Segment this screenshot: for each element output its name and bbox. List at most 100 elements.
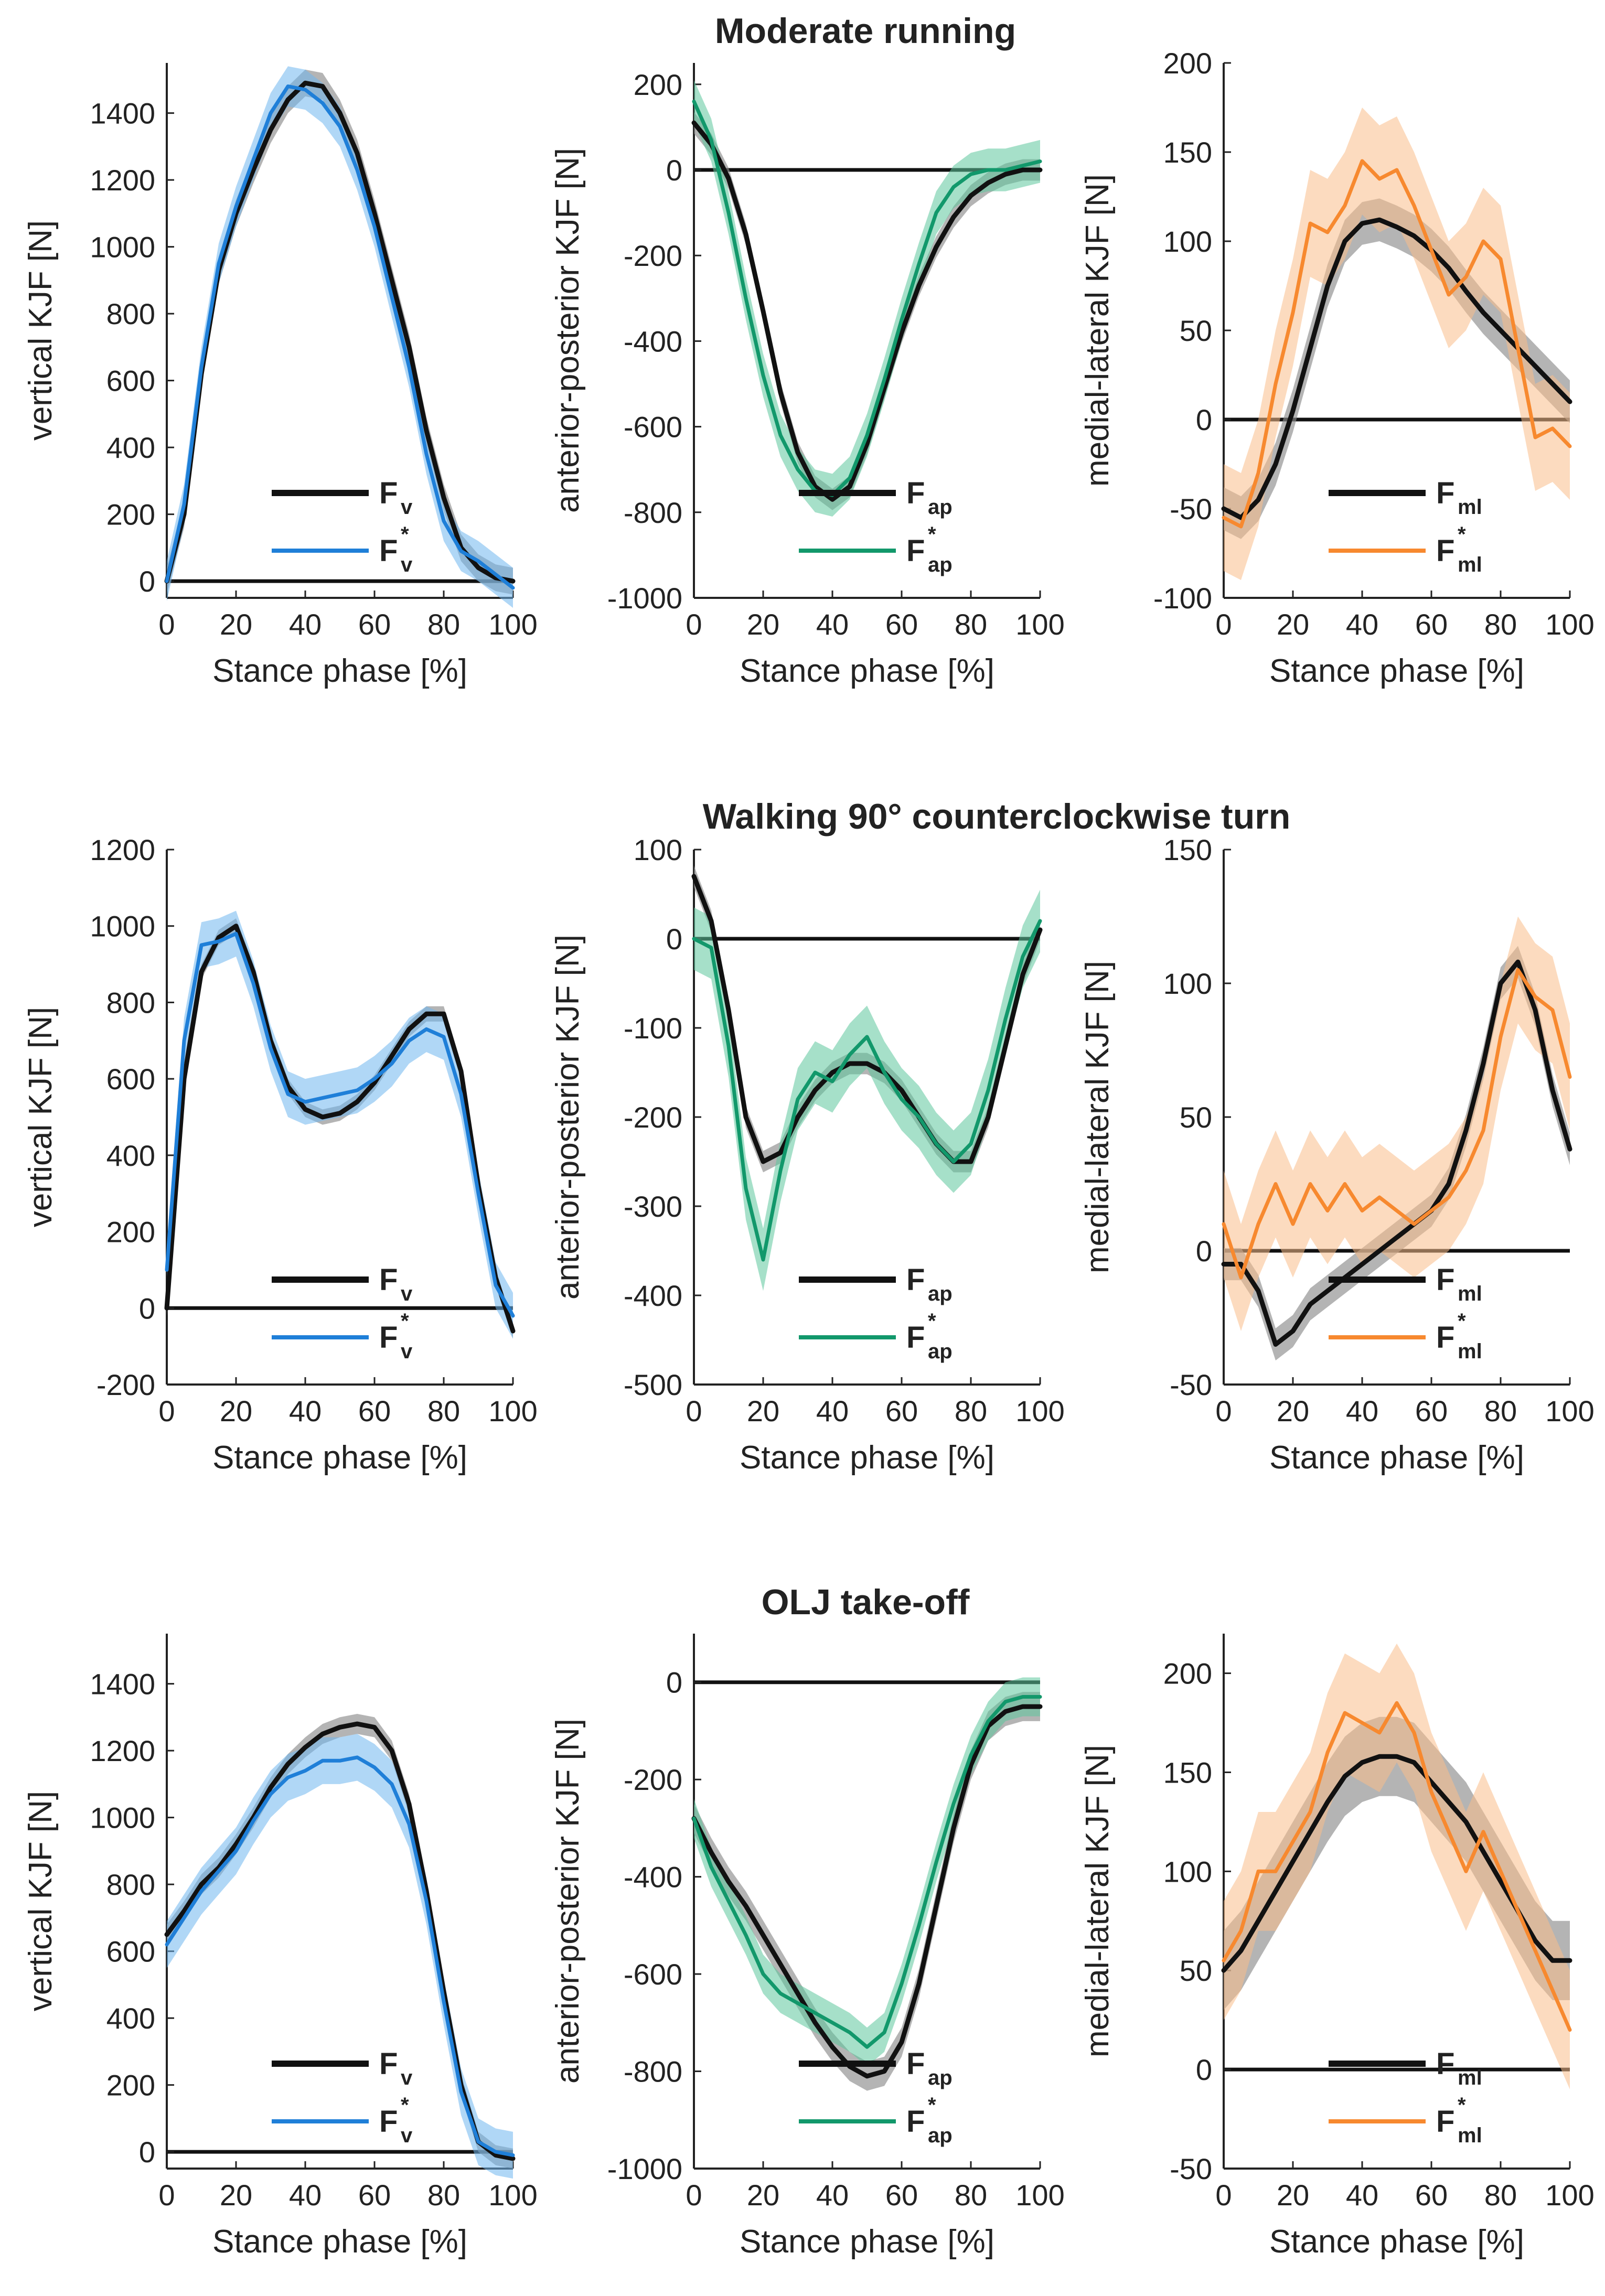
y-tick-label: -200	[624, 1101, 682, 1134]
legend-subscript: ap	[928, 2124, 953, 2147]
y-tick-label: 50	[1180, 1101, 1212, 1134]
y-tick-label: 100	[634, 833, 682, 866]
legend-base: F	[1436, 534, 1454, 568]
y-tick-label: 400	[106, 2002, 155, 2035]
x-axis-label: Stance phase [%]	[1269, 2224, 1524, 2260]
legend-label: F	[379, 1321, 398, 1355]
series-line-measured	[1221, 217, 1572, 520]
x-tick-label: 40	[289, 1394, 322, 1428]
y-axis-label: vertical KJF [N]	[23, 1007, 59, 1227]
y-tick-label: -800	[624, 2055, 682, 2088]
legend-label: F	[906, 476, 925, 510]
legend-subscript: v	[401, 496, 413, 519]
series-band-estimated	[167, 66, 513, 608]
y-tick-label: 800	[106, 986, 155, 1019]
x-axis-label: Stance phase [%]	[212, 1440, 467, 1476]
x-axis-label: Stance phase [%]	[740, 653, 994, 689]
legend-subscript: ml	[1458, 1340, 1482, 1363]
legend-base: F	[379, 2105, 398, 2139]
legend-label: F	[906, 534, 925, 568]
y-axis-label: anterior-posterior KJF [N]	[550, 148, 586, 513]
y-axis-label: anterior-posterior KJF [N]	[550, 935, 586, 1300]
legend-label: F	[379, 534, 398, 568]
x-tick-label: 80	[955, 1394, 987, 1428]
legend-base: F	[379, 1321, 398, 1355]
x-tick-label: 100	[1015, 1394, 1064, 1428]
legend-label: F	[379, 2047, 398, 2081]
x-tick-label: 60	[358, 1394, 391, 1428]
legend-star: *	[928, 523, 936, 546]
y-tick-label: -400	[624, 1861, 682, 1894]
x-tick-label: 20	[747, 1394, 779, 1428]
legend-base: F	[906, 1263, 925, 1297]
x-tick-label: 60	[1415, 2179, 1448, 2212]
legend-star: *	[1458, 1310, 1466, 1333]
legend-subscript: v	[401, 1282, 413, 1305]
x-tick-label: 20	[220, 608, 252, 641]
y-tick-label: -200	[624, 1763, 682, 1796]
legend-label: F	[1436, 1321, 1454, 1355]
x-tick-label: 80	[1484, 608, 1517, 641]
y-tick-label: 600	[106, 1063, 155, 1096]
x-tick-label: 20	[1277, 608, 1309, 641]
x-tick-label: 0	[686, 2179, 702, 2212]
legend-label: F	[379, 1263, 398, 1297]
x-tick-label: 20	[220, 1394, 252, 1428]
legend-subscript: ap	[928, 1340, 953, 1363]
series-line-measured	[691, 874, 1043, 1164]
legend-star: *	[1458, 2094, 1466, 2117]
x-tick-label: 100	[1015, 608, 1064, 641]
y-tick-label: -600	[624, 411, 682, 444]
series-line-estimated	[165, 931, 515, 1318]
legend-subscript: ap	[928, 553, 953, 576]
y-tick-label: -500	[624, 1368, 682, 1401]
legend-subscript: ml	[1458, 553, 1482, 576]
x-tick-label: 20	[747, 2179, 779, 2212]
x-tick-label: 0	[158, 1394, 175, 1428]
y-tick-label: 0	[1196, 2053, 1212, 2086]
series-line-measured	[164, 80, 516, 584]
legend-base: F	[906, 476, 925, 510]
y-tick-label: 0	[666, 922, 682, 956]
chart-panel: 0 20 40 60 80 100 1400 1200 1000 800 600 400 200 0 Sta…	[23, 1634, 538, 2260]
legend-label: F	[1436, 2105, 1454, 2139]
series-band-estimated	[1224, 916, 1570, 1331]
y-tick-label: -50	[1170, 1368, 1212, 1401]
series-line-measured	[691, 120, 1043, 502]
y-axis-label: medial-lateral KJF [N]	[1079, 961, 1116, 1273]
x-axis-label: Stance phase [%]	[740, 2224, 994, 2260]
legend-base: F	[906, 2105, 925, 2139]
y-tick-label: -300	[624, 1190, 682, 1223]
x-tick-label: 20	[220, 2179, 252, 2212]
y-tick-label: 150	[1163, 833, 1212, 866]
series-band-estimated	[167, 910, 513, 1339]
y-tick-label: 0	[139, 565, 155, 598]
x-tick-label: 80	[427, 1394, 460, 1428]
y-tick-label: 0	[666, 154, 682, 187]
x-tick-label: 80	[955, 2179, 987, 2212]
y-axis-label: vertical KJF [N]	[23, 220, 59, 441]
x-tick-label: 0	[158, 2179, 175, 2212]
y-tick-label: -400	[624, 1279, 682, 1312]
x-tick-label: 40	[816, 2179, 849, 2212]
chart-panel: 0 20 40 60 80 100 200 150 100 50 0 -50 -100 Stance ph…	[1079, 47, 1595, 689]
x-axis-label: Stance phase [%]	[740, 1440, 994, 1476]
y-tick-label: 0	[1196, 403, 1212, 436]
series-band-measured	[694, 112, 1040, 510]
legend-base: F	[906, 534, 925, 568]
legend-label: F	[906, 2047, 925, 2081]
y-tick-label: -800	[624, 496, 682, 529]
x-tick-label: 0	[1215, 2179, 1232, 2212]
y-tick-label: -600	[624, 1958, 682, 1991]
series-line-measured	[691, 1704, 1043, 2079]
legend-base: F	[379, 534, 398, 568]
legend-label: F	[1436, 534, 1454, 568]
series-line-estimated	[692, 99, 1042, 497]
y-tick-label: 800	[106, 1868, 155, 1901]
x-tick-label: 80	[1484, 2179, 1517, 2212]
x-tick-label: 20	[1277, 2179, 1309, 2212]
legend-subscript: ap	[928, 1282, 953, 1305]
x-tick-label: 40	[816, 1394, 849, 1428]
x-tick-label: 40	[1346, 2179, 1378, 2212]
